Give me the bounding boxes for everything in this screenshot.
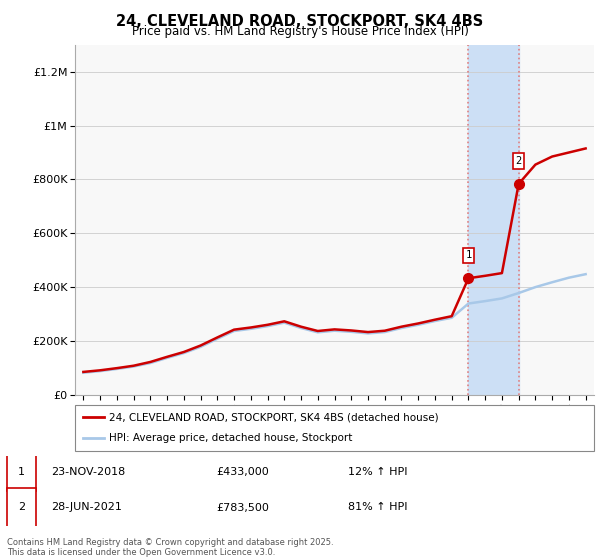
FancyBboxPatch shape	[75, 405, 594, 451]
FancyBboxPatch shape	[7, 452, 36, 491]
FancyBboxPatch shape	[7, 488, 36, 527]
Text: £433,000: £433,000	[216, 467, 269, 477]
Text: 24, CLEVELAND ROAD, STOCKPORT, SK4 4BS: 24, CLEVELAND ROAD, STOCKPORT, SK4 4BS	[116, 14, 484, 29]
Text: £783,500: £783,500	[216, 502, 269, 512]
Bar	[469, 45, 518, 395]
Text: 28-JUN-2021: 28-JUN-2021	[51, 502, 122, 512]
Text: 2: 2	[18, 502, 25, 512]
Text: 12% ↑ HPI: 12% ↑ HPI	[348, 467, 407, 477]
Text: 23-NOV-2018: 23-NOV-2018	[51, 467, 125, 477]
Text: Contains HM Land Registry data © Crown copyright and database right 2025.
This d: Contains HM Land Registry data © Crown c…	[7, 538, 334, 557]
Text: 24, CLEVELAND ROAD, STOCKPORT, SK4 4BS (detached house): 24, CLEVELAND ROAD, STOCKPORT, SK4 4BS (…	[109, 412, 439, 422]
Text: 81% ↑ HPI: 81% ↑ HPI	[348, 502, 407, 512]
Text: Price paid vs. HM Land Registry's House Price Index (HPI): Price paid vs. HM Land Registry's House …	[131, 25, 469, 38]
Text: 2: 2	[515, 156, 522, 166]
Text: 1: 1	[466, 250, 472, 260]
Text: 1: 1	[18, 467, 25, 477]
Text: HPI: Average price, detached house, Stockport: HPI: Average price, detached house, Stoc…	[109, 433, 352, 444]
